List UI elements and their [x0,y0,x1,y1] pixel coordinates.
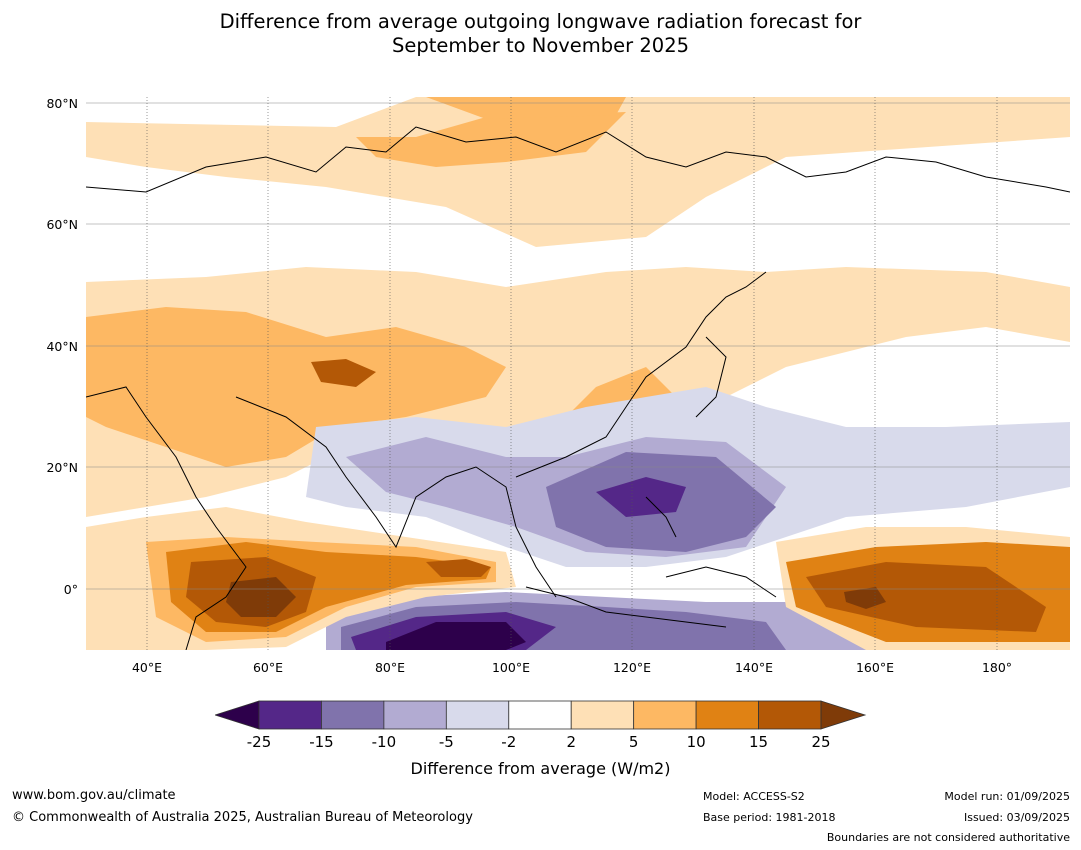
coastlines [86,126,1070,650]
lat-label-80n: 80°N [46,96,78,111]
title-line-2: September to November 2025 [391,34,690,57]
colorbar-tick-label: -2 [501,733,517,751]
lon-label-180: 180° [981,660,1013,675]
website-link[interactable]: www.bom.gov.au/climate [12,788,176,803]
anomaly-map [86,97,1070,650]
anomaly-region-north-cap [426,97,626,119]
colorbar-tick-label: 15 [749,733,769,751]
colorbar-cell [445,700,510,730]
colorbar-tick-label: -10 [371,733,397,751]
anomaly-region-south-indian-max [386,622,526,650]
disclaimer-text: Boundaries are not considered authoritat… [826,831,1070,844]
colorbar [215,700,867,730]
lat-label-60n: 60°N [46,217,78,232]
lat-label-40n: 40°N [46,339,78,354]
colorbar-tick-label: -5 [438,733,454,751]
colorbar-cell [508,700,572,730]
colorbar-tick-label: 10 [686,733,706,751]
anomaly-region-equatorial-max [226,577,296,617]
lon-label-60e: 60°E [252,660,284,675]
anomaly-region-philippines [596,477,686,517]
anomaly-region-midlat [86,267,1070,517]
anomaly-region-east-indian [426,559,491,577]
model-run-text: Model run: 01/09/2025 [944,790,1070,803]
colorbar-arrow-high [820,700,867,730]
lon-label-80e: 80°E [374,660,406,675]
colorbar-tick-label: 5 [628,733,639,751]
lon-label-120e: 120°E [612,660,651,675]
colorbar-tick-label: -25 [246,733,272,751]
colorbar-cell [695,700,759,730]
latitude-gridlines [86,102,1070,590]
lon-label-100e: 100°E [491,660,530,675]
colorbar-label: Difference from average (W/m2) [410,759,671,778]
colorbar-cell [758,700,822,730]
colorbar-cell [383,700,447,730]
anomaly-region-arctic [86,97,1070,247]
model-text: Model: ACCESS-S2 [703,790,805,803]
colorbar-arrow-low [215,700,260,730]
anomaly-region-pacific-strong [806,562,1046,632]
anomaly-region-middle-east [86,307,506,467]
lon-label-140e: 140°E [734,660,773,675]
colorbar-cell [321,700,385,730]
chart-title: Difference from average outgoing longwav… [0,10,1081,58]
lon-label-160e: 160°E [855,660,894,675]
lon-label-40e: 40°E [131,660,163,675]
colorbar-tick-label: 2 [566,733,576,751]
map-canvas [86,97,1070,650]
anomaly-region-tibet [311,359,376,387]
lat-label-20n: 20°N [46,460,78,475]
colorbar-cell [633,700,697,730]
colorbar-cell [258,700,322,730]
copyright-text: © Commonwealth of Australia 2025, Austra… [12,810,473,825]
base-period-text: Base period: 1981-2018 [703,811,836,824]
colorbar-cell [570,700,635,730]
lat-label-equator: 0° [63,582,78,597]
longitude-gridlines [146,97,998,650]
issued-text: Issued: 03/09/2025 [963,811,1070,824]
colorbar-cells [258,700,822,730]
colorbar-tick-label: -15 [309,733,334,751]
title-line-1: Difference from average outgoing longwav… [219,10,862,33]
colorbar-tick-label: 25 [811,733,831,751]
anomaly-region-pacific-max [844,587,886,609]
